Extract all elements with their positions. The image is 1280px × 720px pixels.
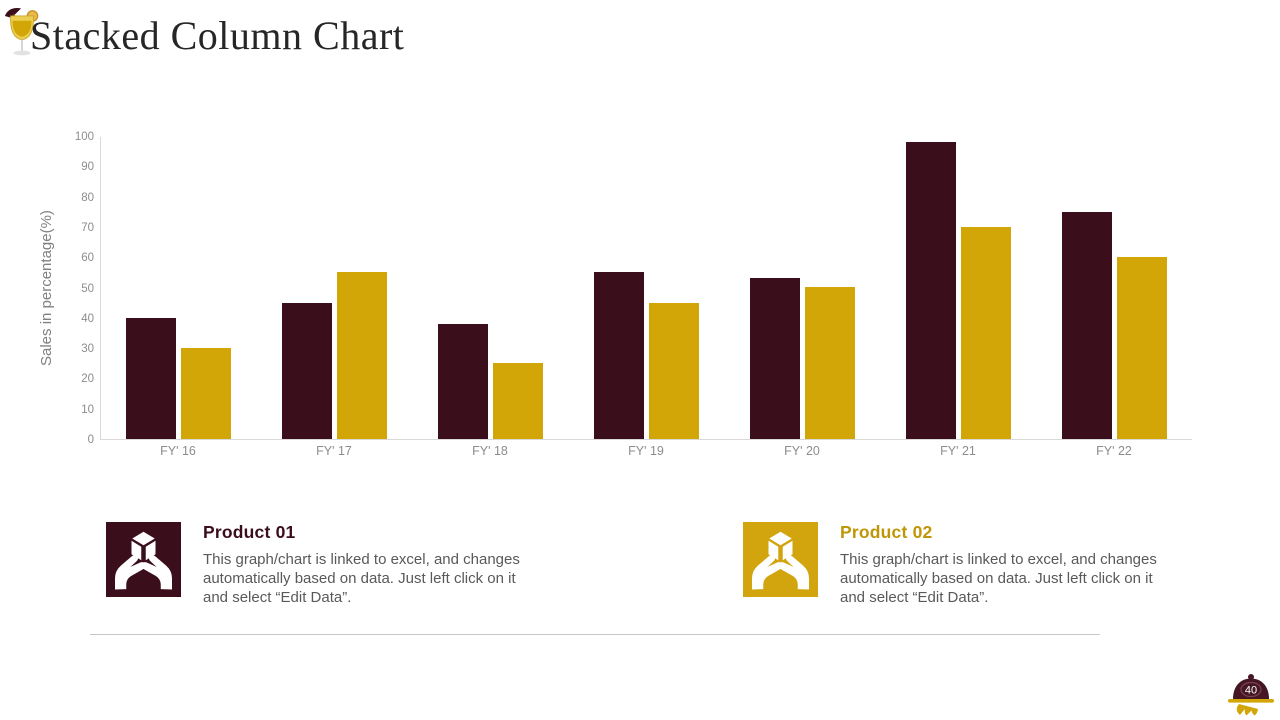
bar-group-fy-21 [880,142,1036,439]
hands-cube-icon [743,522,818,597]
page-number: 40 [1245,685,1257,697]
bar-product-02-fy-21 [960,227,1011,439]
x-tick-label-fy-16: FY' 16 [160,444,196,458]
y-axis-title: Sales in percentage(%) [38,210,55,367]
bar-product-02-fy-16 [181,348,232,439]
y-tick-label-100: 100 [74,131,94,143]
hand-shape [1236,704,1258,716]
tray-shape [1228,699,1274,703]
page-title: Stacked Column Chart [30,13,405,58]
bar-group-fy-16 [101,318,257,439]
y-tick-label-40: 40 [81,312,94,325]
y-tick-label-50: 50 [81,282,94,295]
bar-group-fy-22 [1036,212,1192,439]
y-tick-label-30: 30 [81,343,94,356]
legend-title-product-02: Product 02 [840,522,933,542]
y-tick-label-20: 20 [81,373,94,386]
legend-card-product-01: Product 01 This graph/chart is linked to… [106,522,543,607]
bar-product-02-fy-22 [1116,257,1167,439]
bar-product-01-fy-16 [126,318,177,439]
bar-group-fy-19 [569,272,725,439]
bar-product-01-fy-19 [594,272,644,439]
x-tick-label-fy-21: FY' 21 [940,444,976,458]
bar-product-01-fy-21 [905,142,956,439]
bar-group-fy-20 [724,278,880,439]
legend-description-product-02: This graph/chart is linked to excel, and… [840,551,1157,606]
x-tick-label-fy-18: FY' 18 [472,444,508,458]
umbrella-shape [4,8,22,18]
plot-groups [101,137,1192,439]
grouped-column-chart: Sales in percentage(%) 0 10 20 30 40 50 60 70 80… [0,130,1280,470]
bar-group-fy-18 [413,324,569,439]
y-axis-ticks: 0 10 20 30 40 50 60 70 80 90 100 [58,131,94,446]
x-tick-label-fy-19: FY' 19 [628,444,664,458]
bar-product-01-fy-18 [438,324,489,439]
x-tick-label-fy-20: FY' 20 [784,444,820,458]
y-tick-label-70: 70 [81,221,94,234]
cocktail-glass-icon [4,8,39,56]
y-tick-label-0: 0 [87,434,94,446]
dome-shape [1233,678,1269,699]
legend-card-product-02: Product 02 This graph/chart is linked to… [743,522,1180,607]
bar-group-fy-17 [257,272,413,439]
bar-product-02-fy-20 [804,287,855,439]
bar-product-01-fy-22 [1061,212,1112,439]
x-axis-labels: FY' 16 FY' 17 FY' 18 FY' 19 FY' 20 FY' 21 FY' … [100,444,1192,458]
y-tick-label-80: 80 [81,191,94,204]
bar-product-01-fy-17 [282,303,333,439]
footer-divider [90,634,1100,635]
bar-product-02-fy-18 [493,363,544,439]
cloche-tray-icon: 40 [1228,674,1274,716]
y-tick-label-10: 10 [81,403,94,416]
hands-cube-icon [106,522,181,597]
y-tick-label-90: 90 [81,161,94,174]
legend-description-product-01: This graph/chart is linked to excel, and… [203,551,520,606]
bar-product-01-fy-20 [749,278,800,439]
y-tick-label-60: 60 [81,252,94,265]
bar-product-02-fy-19 [649,303,699,439]
bar-product-02-fy-17 [337,272,388,439]
plot-area [100,137,1192,440]
x-tick-label-fy-17: FY' 17 [316,444,352,458]
x-tick-label-fy-22: FY' 22 [1096,444,1132,458]
legend-title-product-01: Product 01 [203,522,296,542]
